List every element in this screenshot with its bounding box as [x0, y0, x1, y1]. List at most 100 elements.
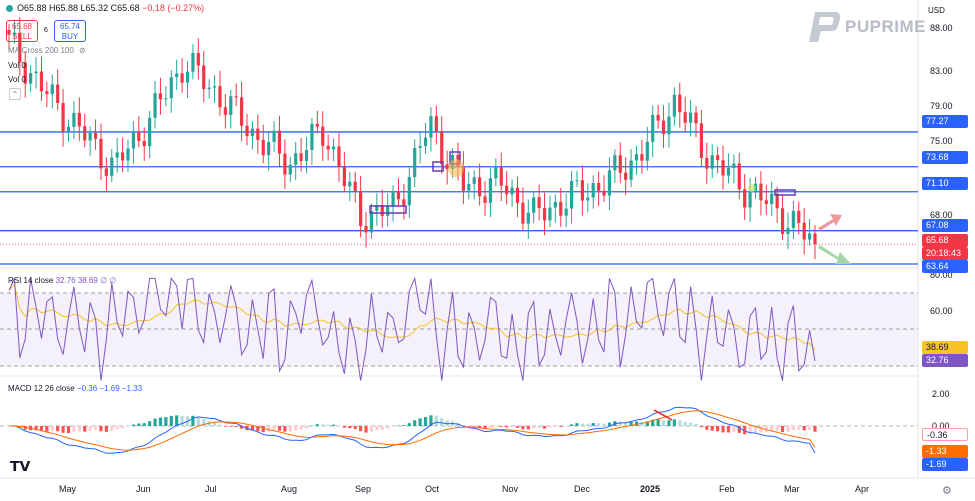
buy-button[interactable]: 65.74 BUY: [54, 20, 86, 42]
macd-legend[interactable]: MACD 12 26 close −0.36 −1.69 −1.33: [8, 384, 142, 393]
macd-histogram-bar: [624, 422, 628, 426]
macd-histogram-bar: [710, 426, 714, 431]
tradingview-logo[interactable]: 𝗧𝗩: [10, 458, 31, 474]
candle-body: [775, 193, 779, 209]
candle-body: [93, 132, 98, 139]
candle-body: [23, 62, 27, 84]
macd-histogram-bar: [56, 426, 60, 432]
macd-hist-tag: -0.36: [922, 428, 968, 441]
macd-histogram-bar: [277, 426, 282, 431]
candle-body: [115, 152, 119, 158]
last-price-tag: 65.68: [922, 234, 968, 247]
candle-body: [423, 137, 428, 146]
macd-histogram-bar: [791, 426, 795, 431]
candle-body: [315, 123, 319, 127]
ma-cross-legend[interactable]: MA Cross 200 100 ⊘: [8, 46, 86, 55]
candle-body: [364, 225, 368, 233]
candle-body: [310, 123, 314, 150]
macd-histogram-bar: [721, 426, 725, 433]
level-tag: 73.68: [922, 151, 968, 164]
macd-histogram-bar: [418, 418, 422, 426]
candle-body: [396, 191, 401, 200]
macd-histogram-bar: [212, 422, 217, 426]
candle-body: [56, 84, 60, 103]
volume-legend-1: Vol 0: [8, 61, 26, 70]
macd-histogram-bar: [175, 415, 179, 426]
settings-gear-icon[interactable]: ⚙: [942, 485, 952, 497]
candle-body: [542, 208, 547, 221]
macd-histogram-bar: [104, 426, 108, 432]
macd-histogram-bar: [369, 426, 374, 432]
candle-body: [634, 154, 639, 161]
macd-histogram-bar: [483, 426, 487, 429]
candle-body: [110, 157, 114, 176]
rsi-tag: 32.76: [922, 354, 968, 367]
candle-body: [66, 126, 71, 132]
price-tick: 88.00: [930, 23, 953, 33]
macd-histogram-bar: [780, 426, 785, 433]
candle-body: [120, 152, 125, 161]
macd-histogram-bar: [661, 420, 666, 426]
macd-histogram-bar: [586, 423, 590, 426]
macd-histogram-bar: [499, 426, 503, 427]
rsi-label: RSI 14 close: [8, 276, 54, 285]
candle-body: [288, 164, 292, 175]
candle-body: [148, 117, 152, 147]
sell-button[interactable]: 65.68 SELL: [6, 20, 38, 42]
candle-body: [445, 164, 449, 170]
macd-histogram-bar: [126, 426, 130, 427]
candle-body: [331, 146, 336, 150]
rsi-legend[interactable]: RSI 14 close 32.76 38.69 ∅ ∅: [8, 276, 116, 285]
macd-histogram-bar: [299, 426, 303, 430]
candle-body: [375, 205, 379, 211]
macd-histogram-bar: [120, 426, 125, 429]
candle-body: [732, 163, 736, 169]
macd-histogram-bar: [770, 426, 774, 432]
macd-histogram-bar: [683, 421, 687, 426]
candle-body: [472, 177, 476, 184]
candle-body: [407, 176, 411, 206]
ohlc-legend: O65.88 H65.88 L65.32 C65.68 −0.18 (−0.27…: [6, 3, 204, 13]
candle-body: [505, 185, 509, 195]
macd-histogram-bar: [521, 426, 525, 430]
macd-histogram-bar: [699, 426, 704, 428]
candle-body: [597, 183, 601, 191]
macd-histogram-bar: [353, 426, 357, 429]
candle-body: [256, 128, 260, 140]
macd-histogram-bar: [39, 426, 44, 432]
candle-body: [83, 126, 87, 141]
macd-histogram-bar: [229, 426, 233, 427]
candle-body: [434, 116, 438, 132]
macd-histogram-bar: [618, 421, 622, 426]
candle-body: [791, 210, 795, 228]
candle-body: [759, 183, 763, 201]
candle-body: [418, 145, 422, 148]
candle-body: [807, 233, 812, 240]
candle-body: [688, 112, 693, 123]
macd-histogram-bar: [672, 419, 676, 426]
macd-histogram-bar: [88, 426, 92, 431]
macd-histogram-bar: [250, 426, 255, 431]
candle-body: [348, 181, 352, 187]
volume-legend-2: Vol 0: [8, 75, 26, 84]
collapse-legend-button[interactable]: ⌃: [9, 88, 21, 100]
macd-histogram-bar: [402, 425, 406, 426]
macd-histogram-bar: [640, 421, 644, 426]
candle-body: [743, 189, 747, 208]
buy-price: 65.74: [59, 22, 81, 31]
macd-histogram-bar: [272, 426, 276, 431]
macd-histogram-bar: [386, 426, 390, 429]
eye-icon[interactable]: ⊘: [79, 46, 86, 55]
macd-histogram-bar: [775, 426, 779, 431]
macd-histogram-bar: [359, 426, 363, 432]
candle-body: [748, 191, 752, 208]
macd-histogram-bar: [726, 426, 731, 433]
macd-histogram-bar: [429, 415, 433, 426]
candle-body: [380, 205, 384, 216]
divergence-annotation: [653, 409, 673, 421]
currency-label[interactable]: USD: [928, 6, 945, 15]
time-tick: May: [59, 484, 77, 494]
macd-histogram-bar: [515, 426, 520, 428]
